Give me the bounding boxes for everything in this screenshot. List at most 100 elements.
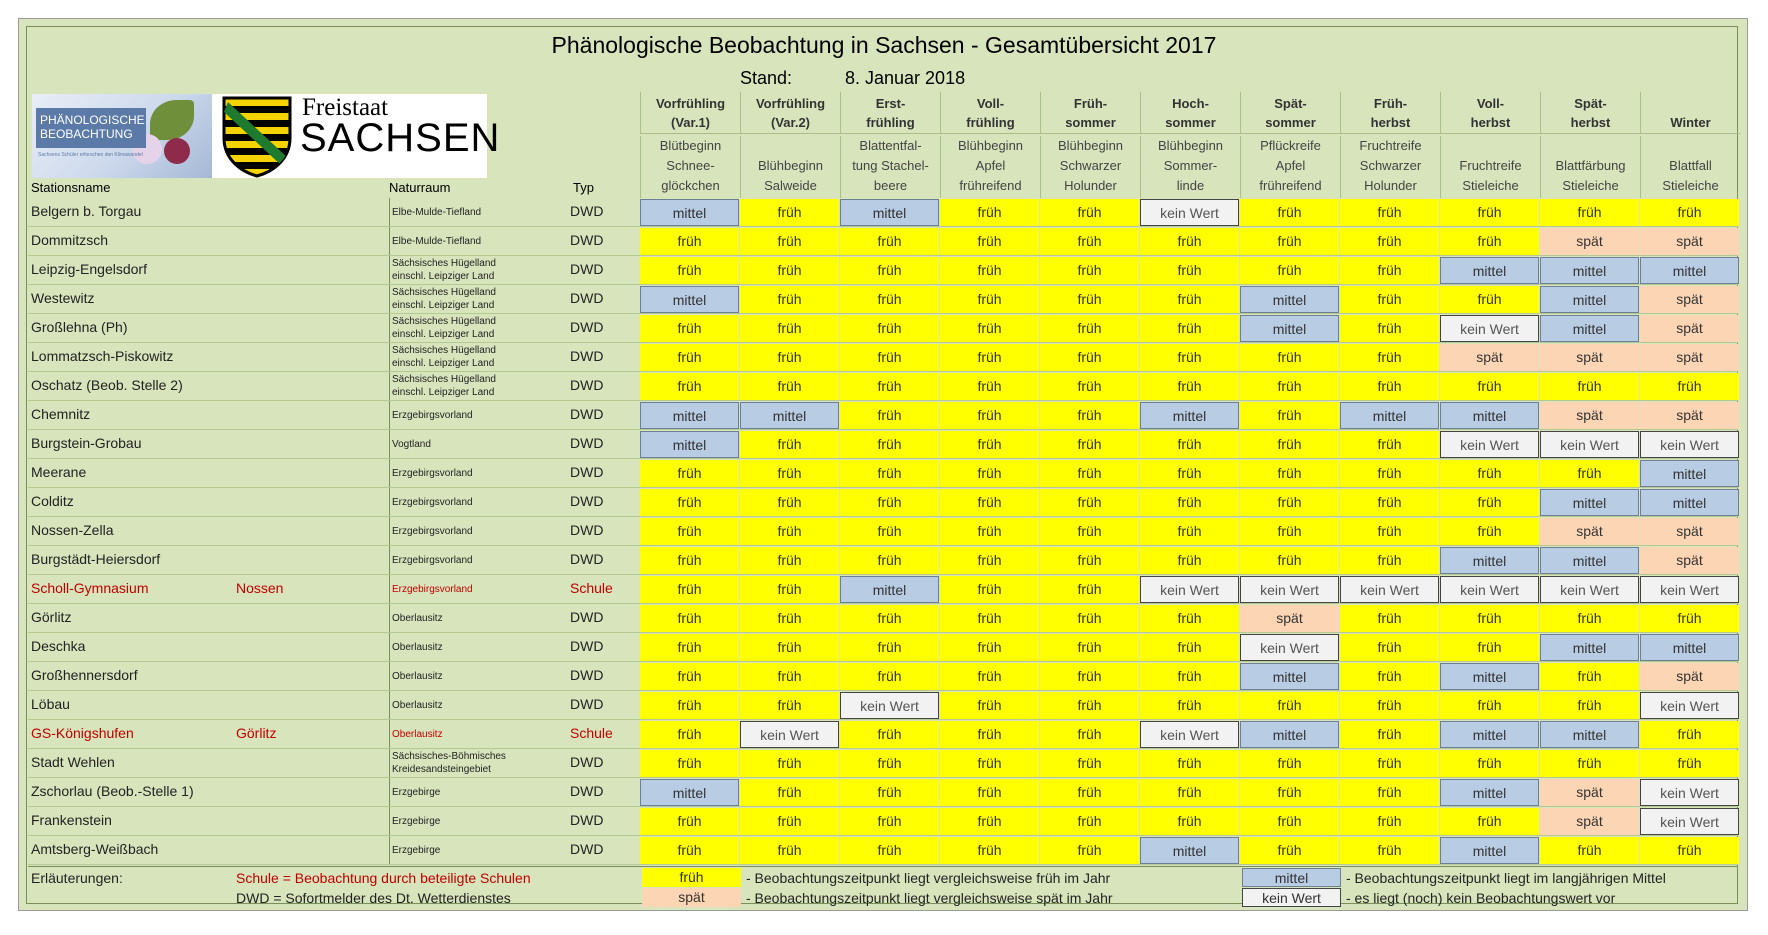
observation-cell: früh bbox=[1240, 199, 1339, 226]
station-typ: DWD bbox=[570, 406, 604, 422]
station-name: Burgstein-Grobau bbox=[31, 435, 142, 451]
observation-cell: früh bbox=[1040, 721, 1139, 748]
observation-cell: mittel bbox=[640, 779, 739, 806]
observation-cell: mittel bbox=[1640, 489, 1739, 516]
observation-cell: spät bbox=[1640, 663, 1739, 690]
table-row: Belgern b. Torgau Elbe-Mulde-Tiefland DWD m… bbox=[28, 198, 1739, 227]
phase-season-line: Spät- bbox=[1574, 96, 1607, 111]
observation-cell: früh bbox=[1040, 257, 1139, 284]
observation-cell: früh bbox=[1040, 373, 1139, 400]
observation-cell: früh bbox=[740, 634, 839, 661]
phase-desc-line: Sommer- bbox=[1163, 158, 1218, 173]
phase-desc-line: Fruchtreife bbox=[1459, 158, 1522, 173]
observation-cell: früh bbox=[1040, 750, 1139, 777]
observation-cell: kein Wert bbox=[1640, 779, 1739, 806]
logo-banner: PHÄNOLOGISCHE BEOBACHTUNG bbox=[36, 108, 146, 148]
station-typ: DWD bbox=[570, 377, 604, 393]
observation-cell: früh bbox=[1340, 344, 1439, 371]
observation-cell: früh bbox=[940, 228, 1039, 255]
observation-cell: früh bbox=[940, 808, 1039, 835]
observation-cell: früh bbox=[1540, 605, 1639, 632]
observation-cell: früh bbox=[1140, 489, 1239, 516]
observation-cell: mittel bbox=[1140, 402, 1239, 429]
observation-cell: kein Wert bbox=[1240, 634, 1339, 661]
observation-cell: mittel bbox=[1240, 663, 1339, 690]
observation-cell: mittel bbox=[1540, 634, 1639, 661]
phase-desc-line: Blütbeginn bbox=[659, 138, 722, 153]
legend-spaet-box: spät bbox=[642, 888, 741, 907]
observation-cell: früh bbox=[740, 344, 839, 371]
observation-cell: früh bbox=[640, 576, 739, 603]
phase-season-line: herbst bbox=[1370, 115, 1411, 130]
table-row: Großlehna (Ph) Sächsisches Hügelland einsc… bbox=[28, 314, 1739, 343]
observation-cell: früh bbox=[1140, 518, 1239, 545]
phase-header-season: Hoch-sommer bbox=[1140, 92, 1240, 134]
station-naturraum: Sächsisches Hügelland einschl. Leipziger … bbox=[389, 314, 496, 342]
observation-cell: früh bbox=[640, 489, 739, 516]
observation-cell: früh bbox=[1240, 431, 1339, 458]
phase-header-desc: Fruchtreife Schwarzer Holunder bbox=[1340, 136, 1440, 198]
phase-desc-line: Schnee- bbox=[666, 158, 715, 173]
phase-header-season: Spät-herbst bbox=[1540, 92, 1640, 134]
station-naturraum: Erzgebirge bbox=[389, 807, 440, 835]
observation-cell: mittel bbox=[1540, 315, 1639, 342]
observation-cell: früh bbox=[1140, 431, 1239, 458]
observation-cell: kein Wert bbox=[1540, 431, 1639, 458]
phase-desc-line: frühreifend bbox=[959, 178, 1022, 193]
naturraum-line: Sächsisches-Böhmisches bbox=[392, 751, 506, 762]
station-typ: Schule bbox=[570, 580, 613, 596]
observation-cell: früh bbox=[740, 431, 839, 458]
observation-cell: früh bbox=[940, 576, 1039, 603]
observation-cell: früh bbox=[840, 547, 939, 574]
observation-cell: früh bbox=[1240, 344, 1339, 371]
station-name: Oschatz (Beob. Stelle 2) bbox=[31, 377, 183, 393]
table-row: Löbau Oberlausitz DWD früh früh kein Wert früh… bbox=[28, 691, 1739, 720]
observation-cell: früh bbox=[1140, 692, 1239, 719]
naturraum-line: Erzgebirge bbox=[392, 787, 441, 798]
observation-cell: früh bbox=[640, 663, 739, 690]
phase-desc-line: linde bbox=[1176, 178, 1205, 193]
observation-cell: früh bbox=[840, 808, 939, 835]
observation-cell: früh bbox=[1040, 663, 1139, 690]
observation-cell: früh bbox=[940, 257, 1039, 284]
station-typ: Schule bbox=[570, 725, 613, 741]
station-naturraum: Erzgebirgsvorland bbox=[389, 546, 473, 574]
observation-cell: früh bbox=[1040, 605, 1139, 632]
station-naturraum: Sächsisches Hügelland einschl. Leipziger … bbox=[389, 256, 496, 284]
station-naturraum: Elbe-Mulde-Tiefland bbox=[389, 198, 481, 226]
legend-kein-box: kein Wert bbox=[1242, 888, 1341, 907]
observation-cell: früh bbox=[1240, 373, 1339, 400]
station-naturraum: Sächsisches Hügelland einschl. Leipziger … bbox=[389, 285, 496, 313]
phase-desc-line: Salweide bbox=[764, 178, 817, 193]
station-name: Zschorlau (Beob.-Stelle 1) bbox=[31, 783, 194, 799]
observation-cell: früh bbox=[1140, 779, 1239, 806]
phase-desc-line: Stieleiche bbox=[1462, 178, 1519, 193]
observation-cell: früh bbox=[1140, 663, 1239, 690]
observation-cell: früh bbox=[840, 489, 939, 516]
table-row: Leipzig-Engelsdorf Sächsisches Hügelland e… bbox=[28, 256, 1739, 285]
observation-cell: früh bbox=[1040, 489, 1139, 516]
observation-cell: früh bbox=[1640, 605, 1739, 632]
observation-cell: früh bbox=[1540, 837, 1639, 864]
observation-cell: früh bbox=[1240, 257, 1339, 284]
observation-cell: früh bbox=[1040, 518, 1139, 545]
observation-cell: früh bbox=[1040, 460, 1139, 487]
observation-cell: früh bbox=[840, 402, 939, 429]
observation-cell: früh bbox=[840, 663, 939, 690]
observation-cell: früh bbox=[1040, 634, 1139, 661]
observation-cell: früh bbox=[1140, 750, 1239, 777]
observation-cell: früh bbox=[640, 518, 739, 545]
phase-season-line: frühling bbox=[966, 115, 1015, 130]
phase-desc-line: beere bbox=[873, 178, 908, 193]
observation-cell: früh bbox=[1340, 605, 1439, 632]
table-row: Lommatzsch-Piskowitz Sächsisches Hügellan… bbox=[28, 343, 1739, 372]
observation-cell: spät bbox=[1240, 605, 1339, 632]
station-typ: DWD bbox=[570, 812, 604, 828]
table-row: Nossen-Zella Erzgebirgsvorland DWD früh früh… bbox=[28, 517, 1739, 546]
phase-season-line: (Var.2) bbox=[770, 115, 811, 130]
observation-cell: früh bbox=[940, 344, 1039, 371]
observation-cell: früh bbox=[1540, 750, 1639, 777]
observation-cell: früh bbox=[1240, 518, 1339, 545]
observation-cell: früh bbox=[940, 692, 1039, 719]
table-row: Großhennersdorf Oberlausitz DWD früh früh frü… bbox=[28, 662, 1739, 691]
